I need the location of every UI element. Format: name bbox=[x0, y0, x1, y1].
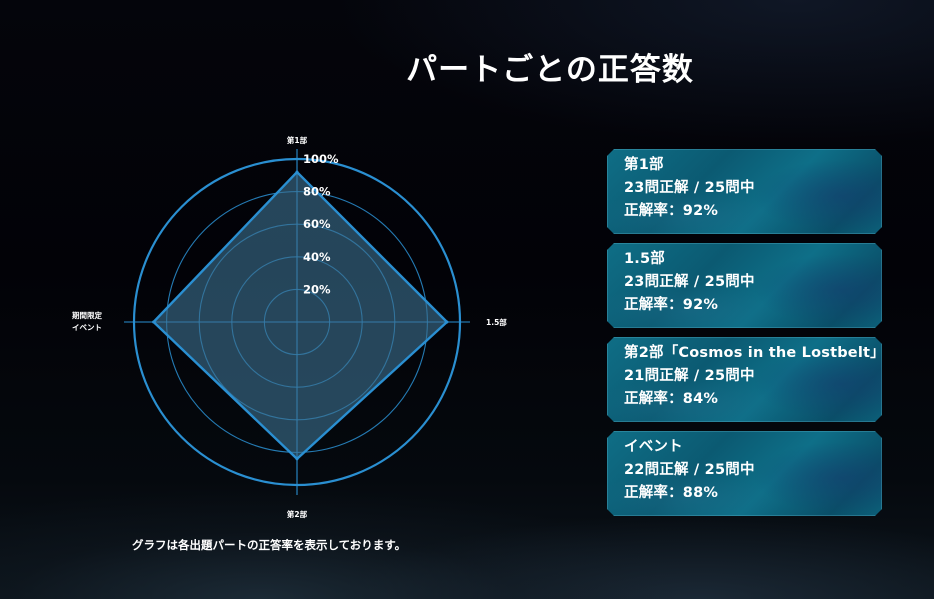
radar-point-part1 bbox=[295, 170, 299, 174]
radar-chart-svg: 20% 40% 60% 80% 100% 第1部 1.5部 第2部 期間限定 イベント bbox=[72, 135, 507, 519]
card-title: イベント bbox=[624, 439, 683, 455]
result-card-event: イベント 22問正解 / 25問中 正解率：88% bbox=[607, 431, 882, 516]
axis-label-part1-5: 1.5部 bbox=[486, 317, 507, 327]
card-title: 第1部 bbox=[624, 157, 664, 173]
radar-chart: 20% 40% 60% 80% 100% 第1部 1.5部 第2部 期間限定 イベント bbox=[60, 118, 540, 528]
result-card-part1-5: 1.5部 23問正解 / 25問中 正解率：92% bbox=[607, 243, 882, 328]
tick-label-40: 40% bbox=[303, 250, 331, 264]
radar-data bbox=[151, 170, 449, 461]
page-title: パートごとの正答数 bbox=[406, 52, 694, 88]
radar-point-part1-5 bbox=[445, 320, 449, 324]
card-score: 22問正解 / 25問中 bbox=[624, 462, 755, 478]
radar-ticks: 20% 40% 60% 80% 100% bbox=[303, 152, 339, 296]
card-title: 第2部「Cosmos in the Lostbelt」 bbox=[624, 345, 885, 361]
tick-label-80: 80% bbox=[303, 185, 331, 199]
card-score: 23問正解 / 25問中 bbox=[624, 274, 755, 290]
card-rate: 正解率：84% bbox=[624, 391, 719, 407]
axis-label-part2: 第2部 bbox=[287, 509, 308, 519]
radar-axis-labels: 第1部 1.5部 第2部 期間限定 イベント bbox=[72, 135, 507, 519]
radar-series-area bbox=[151, 170, 449, 461]
tick-label-100: 100% bbox=[303, 152, 339, 166]
axis-label-event-line2: イベント bbox=[72, 323, 102, 332]
card-score: 21問正解 / 25問中 bbox=[624, 368, 755, 384]
card-score: 23問正解 / 25問中 bbox=[624, 180, 755, 196]
card-rate: 正解率：88% bbox=[624, 485, 719, 501]
axis-label-part1: 第1部 bbox=[287, 135, 308, 145]
result-cards: 第1部 23問正解 / 25問中 正解率：92% 1.5部 23問正解 / 25… bbox=[607, 149, 882, 525]
card-rate: 正解率：92% bbox=[624, 297, 719, 313]
radar-point-part2 bbox=[295, 457, 299, 461]
chart-caption: グラフは各出題パートの正答率を表示しております。 bbox=[132, 538, 407, 552]
tick-label-20: 20% bbox=[303, 282, 331, 296]
result-card-part2: 第2部「Cosmos in the Lostbelt」 21問正解 / 25問中… bbox=[607, 337, 882, 422]
radar-point-event bbox=[152, 320, 156, 324]
tick-label-60: 60% bbox=[303, 217, 331, 231]
axis-label-event-line1: 期間限定 bbox=[72, 310, 102, 320]
card-title: 1.5部 bbox=[624, 251, 665, 267]
result-card-part1: 第1部 23問正解 / 25問中 正解率：92% bbox=[607, 149, 882, 234]
card-rate: 正解率：92% bbox=[624, 203, 719, 219]
